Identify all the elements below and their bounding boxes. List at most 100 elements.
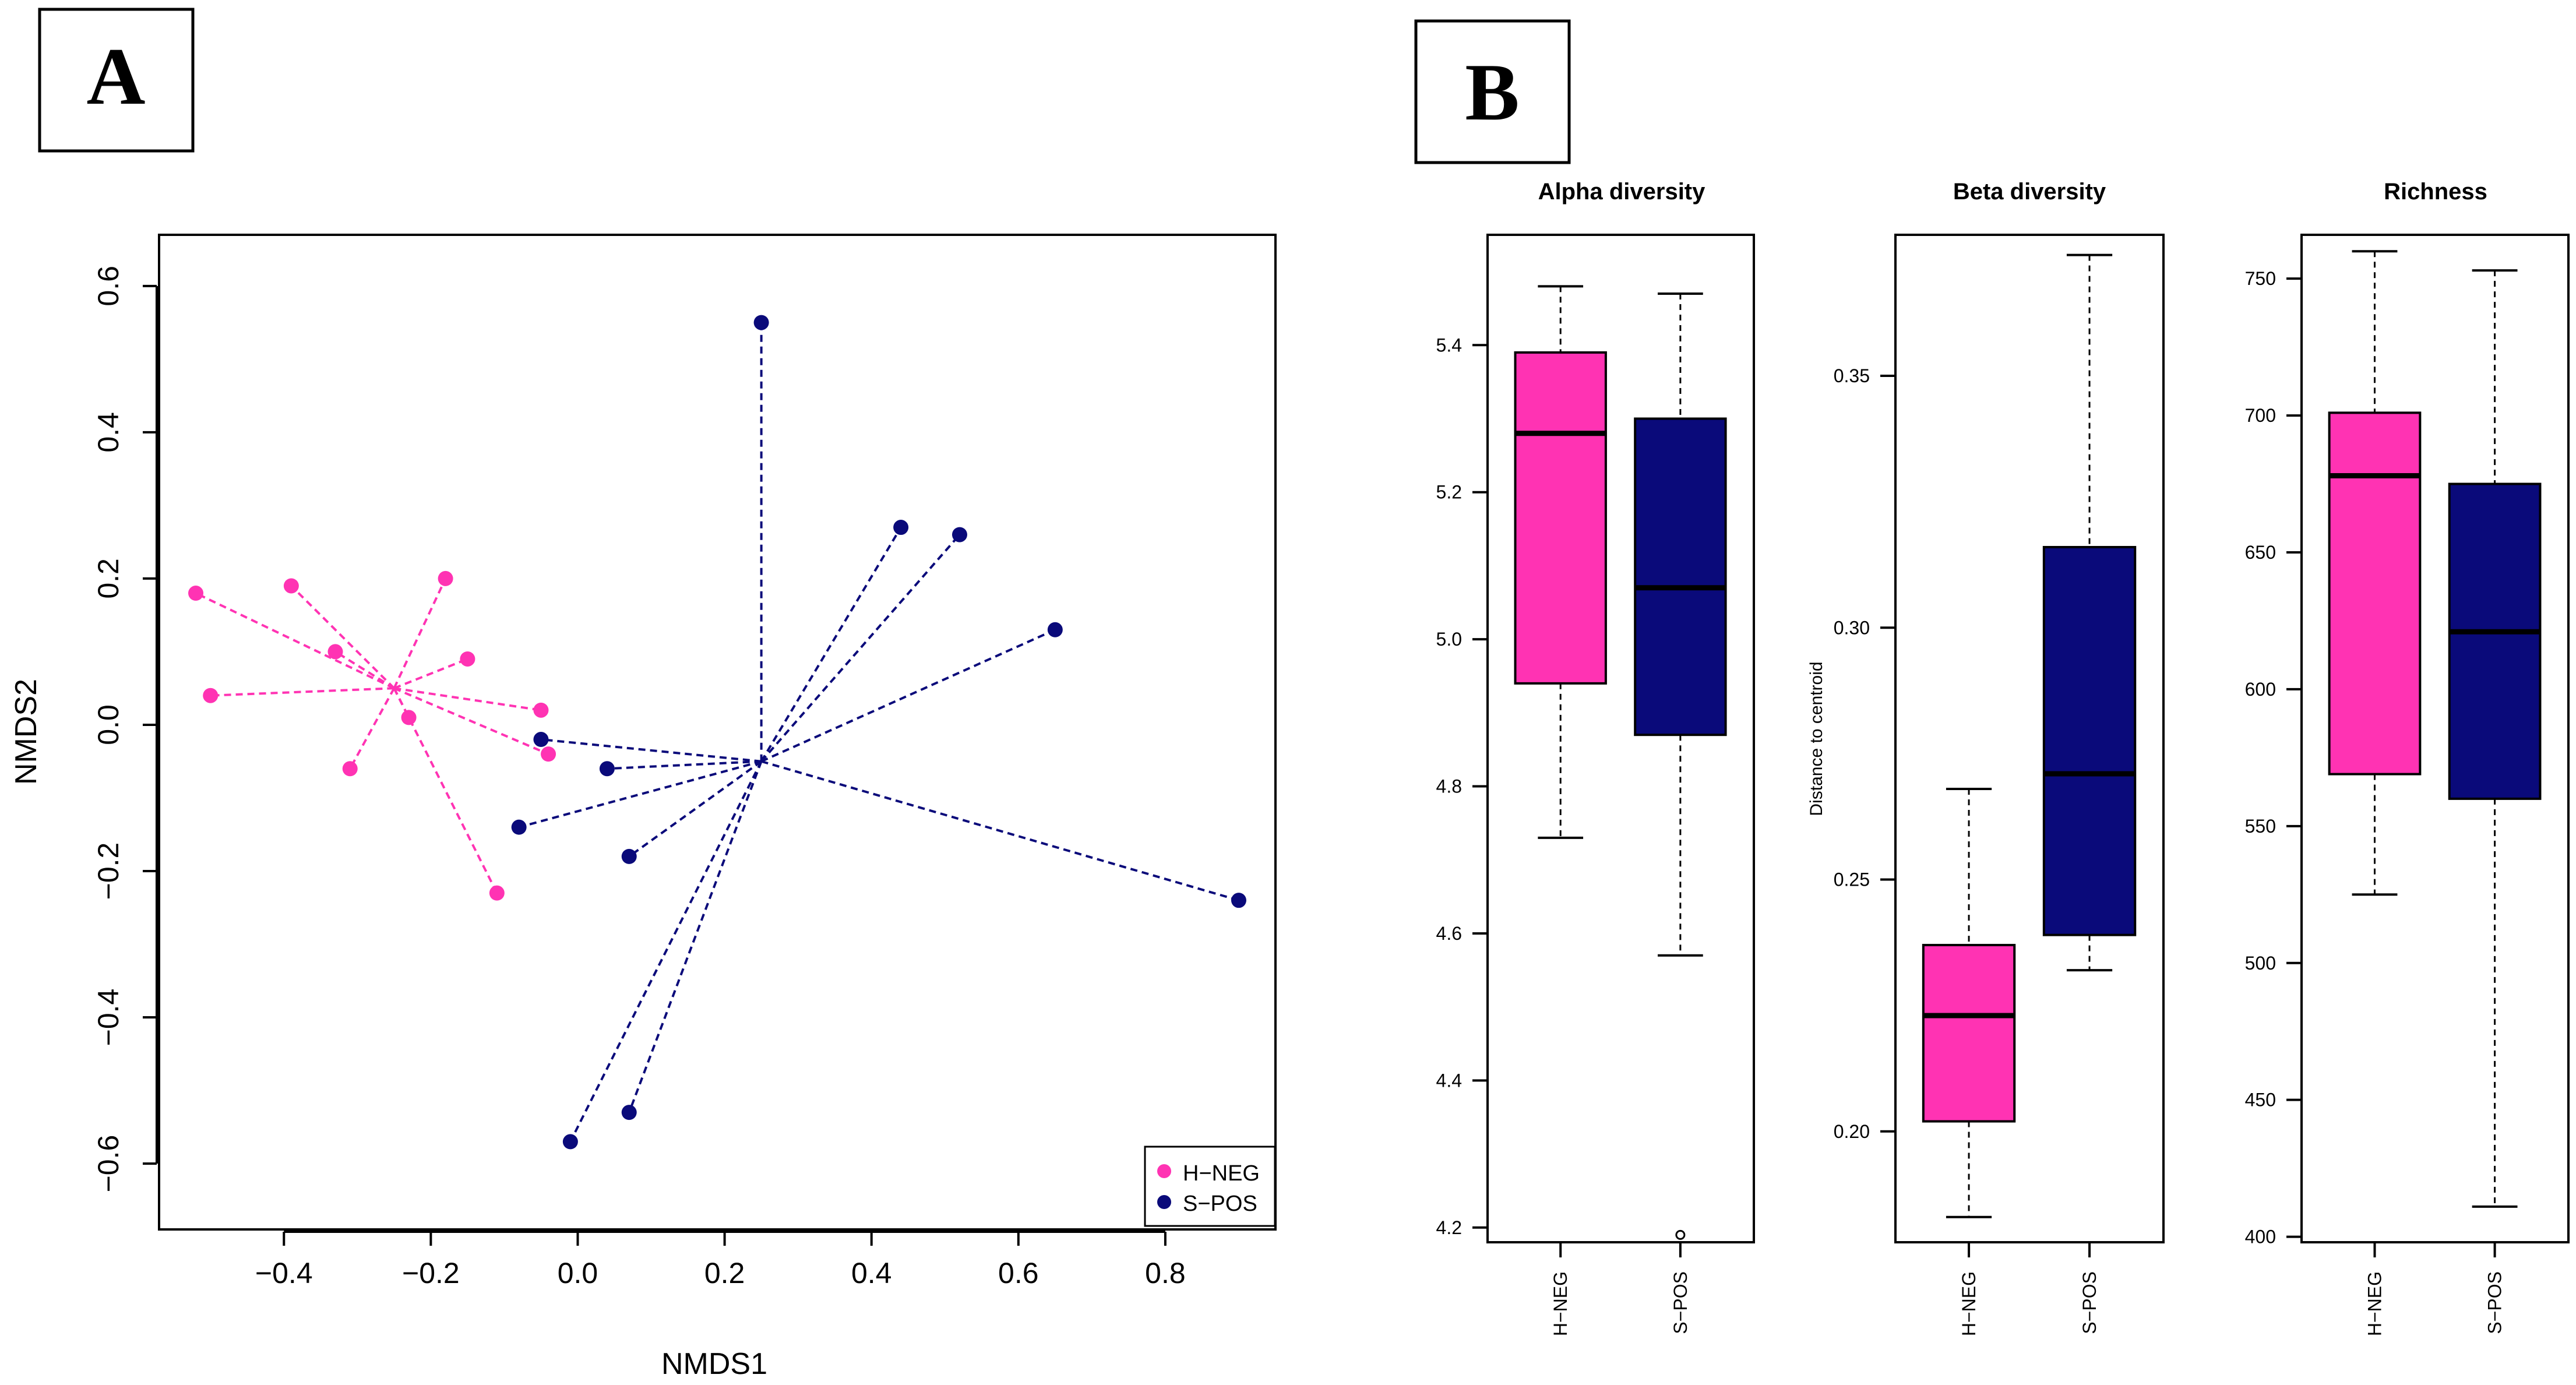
spider-line-s-pos-1 bbox=[760, 527, 902, 762]
point-h-neg-5 bbox=[203, 688, 219, 703]
point-s-pos-7 bbox=[621, 848, 637, 864]
alpha-y-tick-label: 5.4 bbox=[1436, 334, 1462, 355]
point-s-pos-3 bbox=[1047, 622, 1063, 637]
nmds-x-tick-label: 0.4 bbox=[851, 1257, 892, 1289]
nmds-x-axis: −0.4 −0.2 0.0 0.2 0.4 0.6 0.8 bbox=[255, 1231, 1186, 1289]
beta-y-tick-label: 0.25 bbox=[1834, 869, 1870, 890]
nmds-x-tick-label: 0.8 bbox=[1145, 1257, 1186, 1289]
nmds-x-tick-label: −0.2 bbox=[402, 1257, 460, 1289]
spider-line-s-pos-3 bbox=[760, 628, 1056, 763]
nmds-legend-box bbox=[1144, 1146, 1276, 1227]
legend-marker-h-neg bbox=[1157, 1164, 1171, 1178]
richness-box-s-pos bbox=[2448, 482, 2542, 800]
richness-x-tick-label-h-neg: H−NEG bbox=[2364, 1271, 2385, 1336]
nmds-x-tick-label: 0.0 bbox=[558, 1257, 598, 1289]
beta-diversity-plot: Beta diversity Distance to centroid H−NE… bbox=[1807, 179, 2165, 1336]
richness-y-tick-label: 600 bbox=[2245, 679, 2276, 700]
panel-a-label-box: A bbox=[38, 8, 195, 153]
point-h-neg-6 bbox=[533, 702, 549, 718]
beta-x-tick-label-s-pos: S−POS bbox=[2079, 1271, 2100, 1334]
point-s-pos-0 bbox=[753, 315, 769, 330]
richness-y-tick-label: 700 bbox=[2245, 405, 2276, 426]
nmds-y-tick-label: 0.4 bbox=[92, 412, 125, 453]
point-h-neg-0 bbox=[188, 586, 204, 601]
nmds-legend: H−NEG S−POS bbox=[1144, 1146, 1276, 1227]
spider-line-h-neg-5 bbox=[210, 687, 394, 697]
nmds-x-tick-label: −0.4 bbox=[255, 1257, 313, 1289]
spider-line-s-pos-9 bbox=[628, 761, 763, 1113]
beta-y-tick-label: 0.20 bbox=[1834, 1121, 1870, 1142]
point-s-pos-8 bbox=[1231, 893, 1246, 908]
richness-title: Richness bbox=[2384, 179, 2487, 205]
alpha-y-tick-label: 4.2 bbox=[1436, 1217, 1462, 1238]
alpha-x-tick-label-h-neg: H−NEG bbox=[1550, 1271, 1571, 1336]
beta-diversity-title: Beta diversity bbox=[1953, 179, 2106, 205]
spider-line-s-pos-6 bbox=[519, 760, 762, 829]
alpha-diversity-title: Alpha diversity bbox=[1538, 179, 1706, 205]
spider-line-h-neg-1 bbox=[290, 585, 395, 689]
nmds-x-tick-label: 0.2 bbox=[704, 1257, 745, 1289]
nmds-y-label: NMDS2 bbox=[9, 679, 43, 785]
point-h-neg-10 bbox=[489, 885, 505, 901]
alpha-y-tick-label: 5.0 bbox=[1436, 629, 1462, 650]
spider-line-s-pos-2 bbox=[760, 534, 961, 763]
richness-y-tick-label: 550 bbox=[2245, 816, 2276, 837]
point-h-neg-7 bbox=[401, 710, 417, 725]
panel-a-letter: A bbox=[86, 31, 145, 122]
beta-box-h-neg bbox=[1922, 943, 2016, 1123]
panel-b-label-box: B bbox=[1414, 19, 1571, 164]
point-s-pos-10 bbox=[562, 1134, 578, 1150]
alpha-y-tick-label: 4.6 bbox=[1436, 923, 1462, 944]
point-h-neg-3 bbox=[327, 644, 343, 660]
spider-line-h-neg-8 bbox=[393, 687, 549, 755]
alpha-diversity-plot: Alpha diversity H−NEG S−POS 4.2 4.4 4.6 4.8 5.… bbox=[1436, 179, 1755, 1336]
spider-line-h-neg-0 bbox=[195, 592, 395, 689]
nmds-y-tick-label: 0.6 bbox=[92, 266, 125, 306]
alpha-x-tick-label-s-pos: S−POS bbox=[1670, 1271, 1691, 1334]
beta-y-tick-label: 0.35 bbox=[1834, 365, 1870, 386]
alpha-y-tick-label: 4.4 bbox=[1436, 1070, 1462, 1091]
nmds-plot-frame bbox=[158, 234, 1277, 1231]
alpha-box-h-neg bbox=[1514, 351, 1607, 685]
alpha-box-s-pos bbox=[1634, 417, 1727, 736]
spider-line-h-neg-2 bbox=[393, 578, 447, 689]
nmds-x-tick-label: 0.6 bbox=[998, 1257, 1039, 1289]
point-h-neg-2 bbox=[438, 570, 453, 586]
alpha-y-tick-label: 5.2 bbox=[1436, 482, 1462, 503]
nmds-spider-lines bbox=[195, 322, 1239, 1143]
richness-plot: Richness H−NEG S−POS 400 450 500 550 600 650 700… bbox=[2245, 179, 2570, 1336]
point-h-neg-1 bbox=[283, 578, 299, 594]
nmds-x-label: NMDS1 bbox=[661, 1347, 767, 1381]
panel-b-letter: B bbox=[1465, 47, 1519, 138]
legend-label-s-pos: S−POS bbox=[1183, 1192, 1257, 1216]
point-s-pos-6 bbox=[511, 819, 527, 835]
richness-y-tick-label: 650 bbox=[2245, 542, 2276, 563]
beta-box-s-pos bbox=[2042, 545, 2137, 936]
richness-x-tick-label-s-pos: S−POS bbox=[2485, 1271, 2505, 1334]
beta-x-tick-label-h-neg: H−NEG bbox=[1958, 1271, 1979, 1336]
nmds-y-tick-label: 0.0 bbox=[92, 704, 125, 745]
beta-diversity-y-label: Distance to centroid bbox=[1807, 661, 1826, 816]
alpha-y-tick-label: 4.8 bbox=[1436, 776, 1462, 797]
legend-marker-s-pos bbox=[1157, 1195, 1171, 1209]
point-s-pos-5 bbox=[599, 761, 615, 777]
point-h-neg-8 bbox=[541, 746, 556, 762]
spider-line-h-neg-9 bbox=[348, 688, 396, 770]
alpha-outlier-s-pos bbox=[1675, 1229, 1686, 1240]
nmds-points bbox=[188, 315, 1246, 1150]
nmds-plot: −0.4 −0.2 0.0 0.2 0.4 0.6 0.8 −0.6 −0.4 −0.2 0.0 0… bbox=[9, 234, 1277, 1381]
point-s-pos-1 bbox=[893, 520, 909, 535]
spider-line-h-neg-4 bbox=[393, 658, 468, 690]
point-s-pos-9 bbox=[621, 1105, 637, 1120]
spider-line-h-neg-3 bbox=[334, 650, 395, 689]
richness-y-tick-label: 500 bbox=[2245, 953, 2276, 974]
point-s-pos-4 bbox=[533, 732, 549, 748]
nmds-y-axis: −0.6 −0.4 −0.2 0.0 0.2 0.4 0.6 bbox=[92, 266, 158, 1192]
legend-label-h-neg: H−NEG bbox=[1183, 1161, 1260, 1186]
beta-y-tick-label: 0.30 bbox=[1834, 617, 1870, 638]
point-s-pos-2 bbox=[952, 527, 967, 542]
richness-box-h-neg bbox=[2328, 411, 2422, 776]
spider-line-s-pos-7 bbox=[628, 760, 762, 858]
richness-y-tick-label: 400 bbox=[2245, 1227, 2276, 1247]
nmds-y-tick-label: 0.2 bbox=[92, 558, 125, 599]
